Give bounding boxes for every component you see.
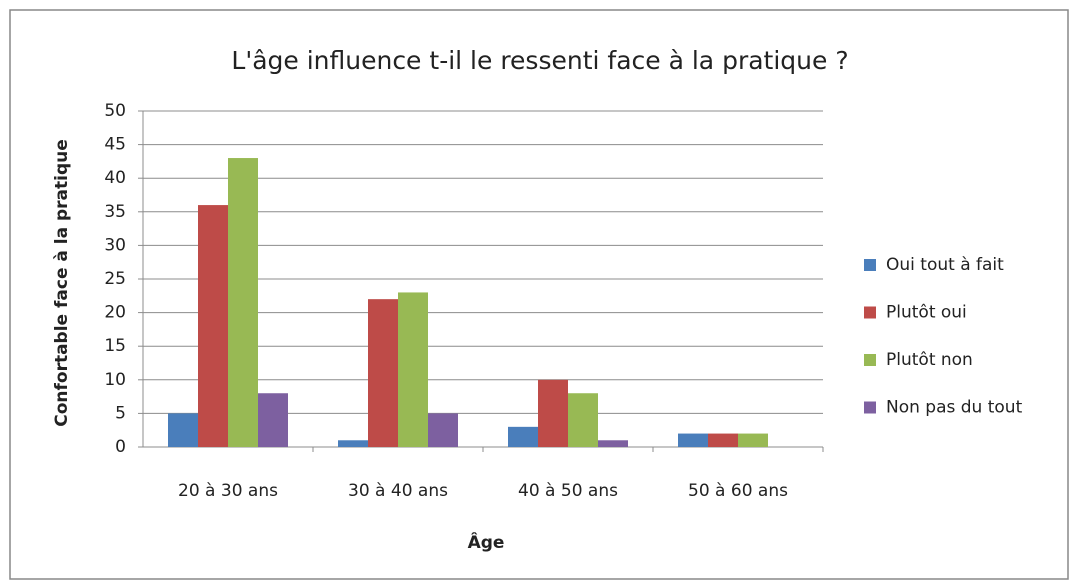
legend-swatch (864, 401, 876, 414)
y-tick-label: 30 (104, 235, 126, 255)
legend-label: Plutôt non (886, 350, 973, 370)
bar (368, 299, 398, 447)
x-tick-label: 30 à 40 ans (348, 481, 448, 501)
bar (338, 440, 368, 447)
y-tick-label: 20 (104, 303, 126, 323)
y-tick-label: 10 (104, 370, 126, 390)
y-axis-label: Confortable face à la pratique (52, 139, 72, 427)
x-tick-label: 50 à 60 ans (688, 481, 788, 501)
bar (428, 413, 458, 447)
legend-swatch (864, 354, 876, 366)
y-tick-label: 50 (104, 101, 126, 121)
bar (598, 440, 628, 447)
bar (198, 205, 228, 447)
y-tick-label: 25 (104, 269, 126, 289)
bar (708, 433, 738, 447)
x-tick-label: 20 à 30 ans (178, 481, 278, 501)
y-tick-label: 35 (104, 202, 126, 222)
legend-swatch (864, 259, 876, 271)
bar (538, 379, 568, 447)
bar (508, 426, 538, 447)
legend-label: Non pas du tout (886, 398, 1023, 418)
y-tick-label: 5 (115, 403, 126, 423)
bar (168, 413, 198, 447)
y-tick-label: 15 (104, 336, 126, 356)
x-axis-label: Âge (468, 531, 505, 553)
bar (738, 433, 768, 447)
y-tick-label: 0 (115, 437, 126, 457)
legend-label: Plutôt oui (886, 303, 967, 323)
chart-border (9, 9, 1069, 580)
bar (398, 292, 428, 447)
bar (678, 433, 708, 447)
legend-swatch (864, 306, 876, 319)
y-tick-label: 45 (104, 135, 126, 155)
x-tick-label: 40 à 50 ans (518, 481, 618, 501)
chart-title: L'âge influence t-il le ressenti face à … (231, 46, 848, 75)
bar (228, 158, 258, 448)
legend-label: Oui tout à fait (886, 255, 1004, 275)
bar (258, 393, 288, 447)
y-tick-label: 40 (104, 168, 126, 188)
bar (568, 393, 598, 447)
